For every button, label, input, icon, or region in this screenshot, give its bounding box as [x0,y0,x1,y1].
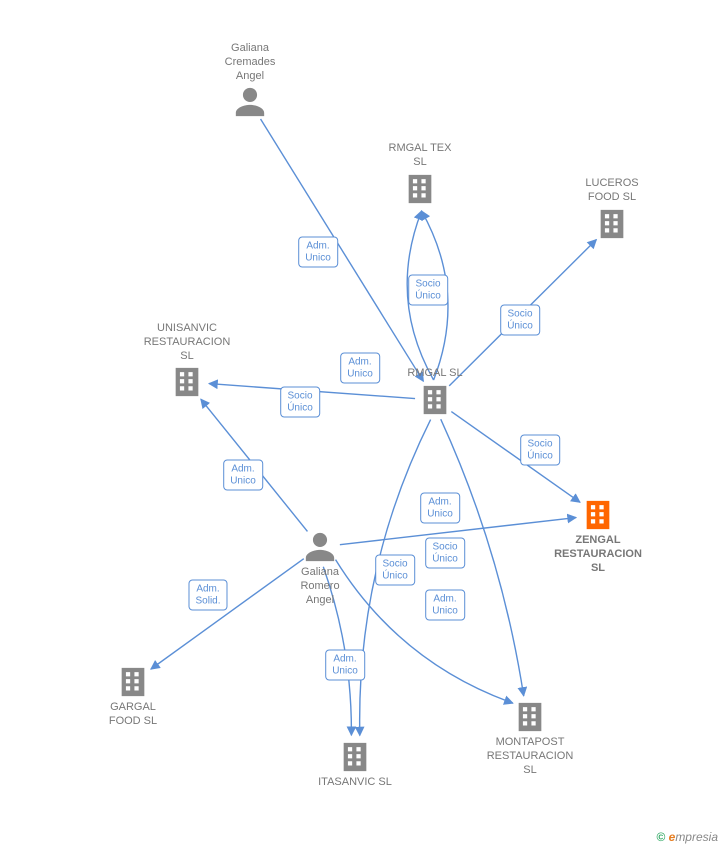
node-label: LUCEROS FOOD SL [585,177,638,205]
edge-label: Adm. Unico [425,590,465,621]
building-icon [170,365,204,399]
building-icon [581,498,615,532]
edge-label: Socio Único [375,555,415,586]
building-icon [338,740,372,774]
node-label: GARGAL FOOD SL [109,701,157,729]
edge-label: Socio Único [408,275,448,306]
node-luceros_food[interactable]: LUCEROS FOOD SL [552,175,672,241]
node-unisanvic[interactable]: UNISANVIC RESTAURACION SL [127,320,247,399]
building-icon [403,172,437,206]
credit-line: © empresia [656,830,718,844]
edge-label: Socio Único [520,435,560,466]
edge-line [451,412,580,503]
edge-label: Socio Único [500,305,540,336]
node-label: Galiana Cremades Angel [225,42,276,83]
node-label: MONTAPOST RESTAURACION SL [487,736,574,777]
node-label: ZENGAL RESTAURACION SL [554,534,642,575]
building-icon [513,700,547,734]
node-rmgal_sl[interactable]: RMGAL SL [375,365,495,417]
node-label: ITASANVIC SL [318,776,392,790]
node-rmgal_tex[interactable]: RMGAL TEX SL [360,140,480,206]
building-icon [116,665,150,699]
building-icon [418,383,452,417]
edge-label: Adm. Unico [223,460,263,491]
edge-label: Adm. Unico [420,493,460,524]
node-galiana_cremades[interactable]: Galiana Cremades Angel [190,40,310,119]
edge-label: Socio Único [425,538,465,569]
person-icon [233,85,267,119]
node-galiana_romero[interactable]: Galiana Romero Angel [260,530,380,609]
node-zengal[interactable]: ZENGAL RESTAURACION SL [538,498,658,577]
edge-label: Adm. Unico [298,237,338,268]
copyright-symbol: © [656,830,665,844]
node-label: Galiana Romero Angel [300,566,339,607]
edge-label: Adm. Unico [325,650,365,681]
node-label: UNISANVIC RESTAURACION SL [144,322,231,363]
building-icon [595,207,629,241]
edge-label: Socio Único [280,387,320,418]
person-icon [303,530,337,564]
edge-label: Adm. Solid. [188,580,227,611]
brand-rest: mpresia [675,830,718,844]
node-itasanvic[interactable]: ITASANVIC SL [295,740,415,792]
node-montapost[interactable]: MONTAPOST RESTAURACION SL [470,700,590,779]
node-label: RMGAL TEX SL [389,142,452,170]
edge-label: Adm. Unico [340,353,380,384]
node-gargal_food[interactable]: GARGAL FOOD SL [73,665,193,731]
node-label: RMGAL SL [407,367,462,381]
